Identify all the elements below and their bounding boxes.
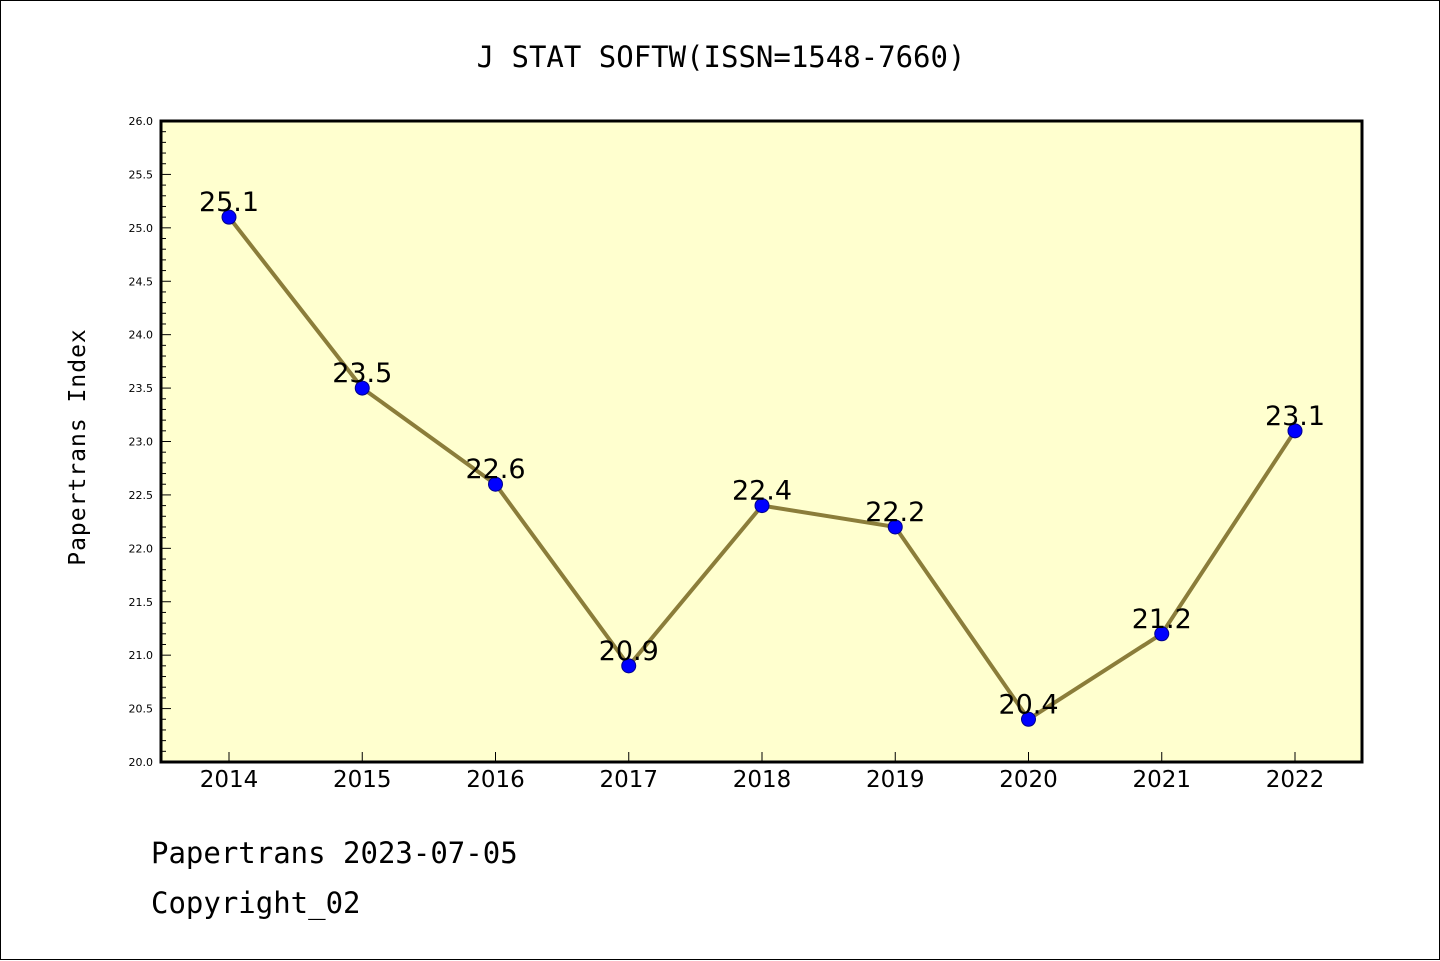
y-tick-label: 22.0 bbox=[129, 542, 154, 555]
data-label: 22.2 bbox=[865, 497, 925, 528]
data-point bbox=[354, 380, 370, 396]
y-tick-label: 21.5 bbox=[129, 596, 154, 609]
data-label: 20.4 bbox=[998, 689, 1058, 720]
data-labels: 25.1 23.5 22.6 20.9 22.4 22.2 20.4 21.2 23.1 bbox=[199, 187, 1325, 720]
data-point bbox=[1287, 423, 1303, 439]
data-label: 20.9 bbox=[599, 636, 659, 667]
x-tick-label: 2017 bbox=[599, 767, 658, 793]
y-tick-label: 20.0 bbox=[129, 756, 154, 769]
data-markers bbox=[221, 209, 1303, 727]
y-axis-label: Papertrans Index bbox=[65, 328, 91, 566]
y-tick-label: 23.0 bbox=[129, 436, 154, 449]
plot-area bbox=[159, 119, 1364, 764]
data-label: 22.6 bbox=[465, 454, 525, 485]
data-point bbox=[754, 498, 770, 514]
y-tick-label: 26.0 bbox=[129, 115, 154, 128]
data-label: 25.1 bbox=[199, 187, 259, 218]
y-tick-label: 21.0 bbox=[129, 649, 154, 662]
y-tick-label: 24.0 bbox=[129, 329, 154, 342]
y-tick-label: 22.5 bbox=[129, 489, 154, 502]
footer-copyright: Copyright_02 bbox=[151, 886, 361, 920]
data-point bbox=[488, 476, 503, 492]
footer-date: Papertrans 2023-07-05 bbox=[151, 836, 518, 870]
data-point bbox=[887, 519, 903, 535]
data-point bbox=[1154, 626, 1170, 642]
x-tick-label: 2022 bbox=[1266, 767, 1325, 793]
data-point bbox=[621, 658, 637, 674]
x-tick-label: 2020 bbox=[999, 767, 1058, 793]
x-tick-label: 2018 bbox=[733, 767, 792, 793]
data-label: 23.5 bbox=[332, 358, 392, 389]
data-point bbox=[1021, 711, 1036, 727]
x-tick-label: 2014 bbox=[200, 767, 259, 793]
data-label: 21.2 bbox=[1132, 604, 1192, 635]
y-tick-label: 25.0 bbox=[129, 222, 154, 235]
x-tick-label: 2021 bbox=[1132, 767, 1191, 793]
data-point bbox=[221, 209, 237, 225]
data-label: 23.1 bbox=[1265, 401, 1325, 432]
y-tick-label: 25.5 bbox=[129, 168, 154, 181]
data-label: 22.4 bbox=[732, 476, 792, 507]
y-tick-label: 23.5 bbox=[129, 382, 154, 395]
x-tick-label: 2015 bbox=[333, 767, 392, 793]
x-tick-label: 2019 bbox=[866, 767, 925, 793]
x-axis: 2014 2015 2016 2017 2018 2019 2020 2021 2022 bbox=[200, 752, 1325, 793]
x-tick-label: 2016 bbox=[466, 767, 525, 793]
chart-title: J STAT SOFTW(ISSN=1548-7660) bbox=[477, 40, 966, 74]
y-axis: 20.0 20.5 21.0 21.5 22.0 22.5 23.0 23.5 24.0 24.5… bbox=[129, 115, 171, 769]
y-tick-label: 24.5 bbox=[129, 275, 154, 288]
y-tick-label: 20.5 bbox=[129, 703, 154, 716]
